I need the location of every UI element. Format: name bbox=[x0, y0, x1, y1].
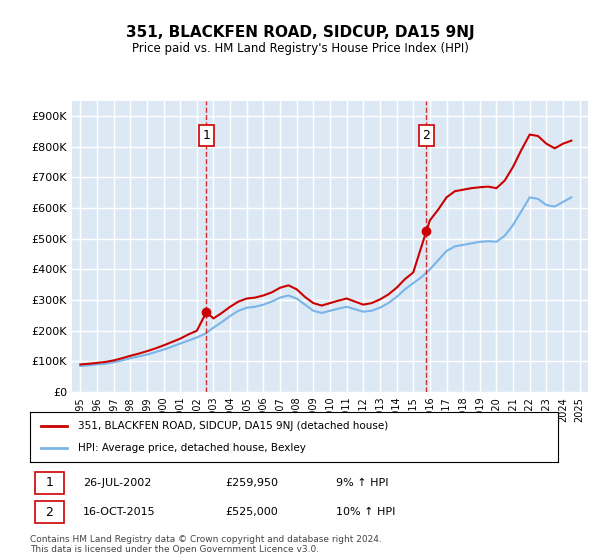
FancyBboxPatch shape bbox=[35, 501, 64, 524]
Text: 2: 2 bbox=[46, 506, 53, 519]
Text: HPI: Average price, detached house, Bexley: HPI: Average price, detached house, Bexl… bbox=[77, 443, 305, 453]
Text: 10% ↑ HPI: 10% ↑ HPI bbox=[336, 507, 395, 517]
Text: 351, BLACKFEN ROAD, SIDCUP, DA15 9NJ: 351, BLACKFEN ROAD, SIDCUP, DA15 9NJ bbox=[125, 25, 475, 40]
Text: Contains HM Land Registry data © Crown copyright and database right 2024.
This d: Contains HM Land Registry data © Crown c… bbox=[30, 535, 382, 554]
FancyBboxPatch shape bbox=[35, 472, 64, 494]
Text: 2: 2 bbox=[422, 129, 430, 142]
Text: 9% ↑ HPI: 9% ↑ HPI bbox=[336, 478, 389, 488]
Text: 1: 1 bbox=[202, 129, 210, 142]
Text: 1: 1 bbox=[46, 477, 53, 489]
Text: £525,000: £525,000 bbox=[226, 507, 278, 517]
Text: 16-OCT-2015: 16-OCT-2015 bbox=[83, 507, 155, 517]
Text: £259,950: £259,950 bbox=[226, 478, 278, 488]
Text: Price paid vs. HM Land Registry's House Price Index (HPI): Price paid vs. HM Land Registry's House … bbox=[131, 42, 469, 55]
Text: 26-JUL-2002: 26-JUL-2002 bbox=[83, 478, 151, 488]
Text: 351, BLACKFEN ROAD, SIDCUP, DA15 9NJ (detached house): 351, BLACKFEN ROAD, SIDCUP, DA15 9NJ (de… bbox=[77, 421, 388, 431]
